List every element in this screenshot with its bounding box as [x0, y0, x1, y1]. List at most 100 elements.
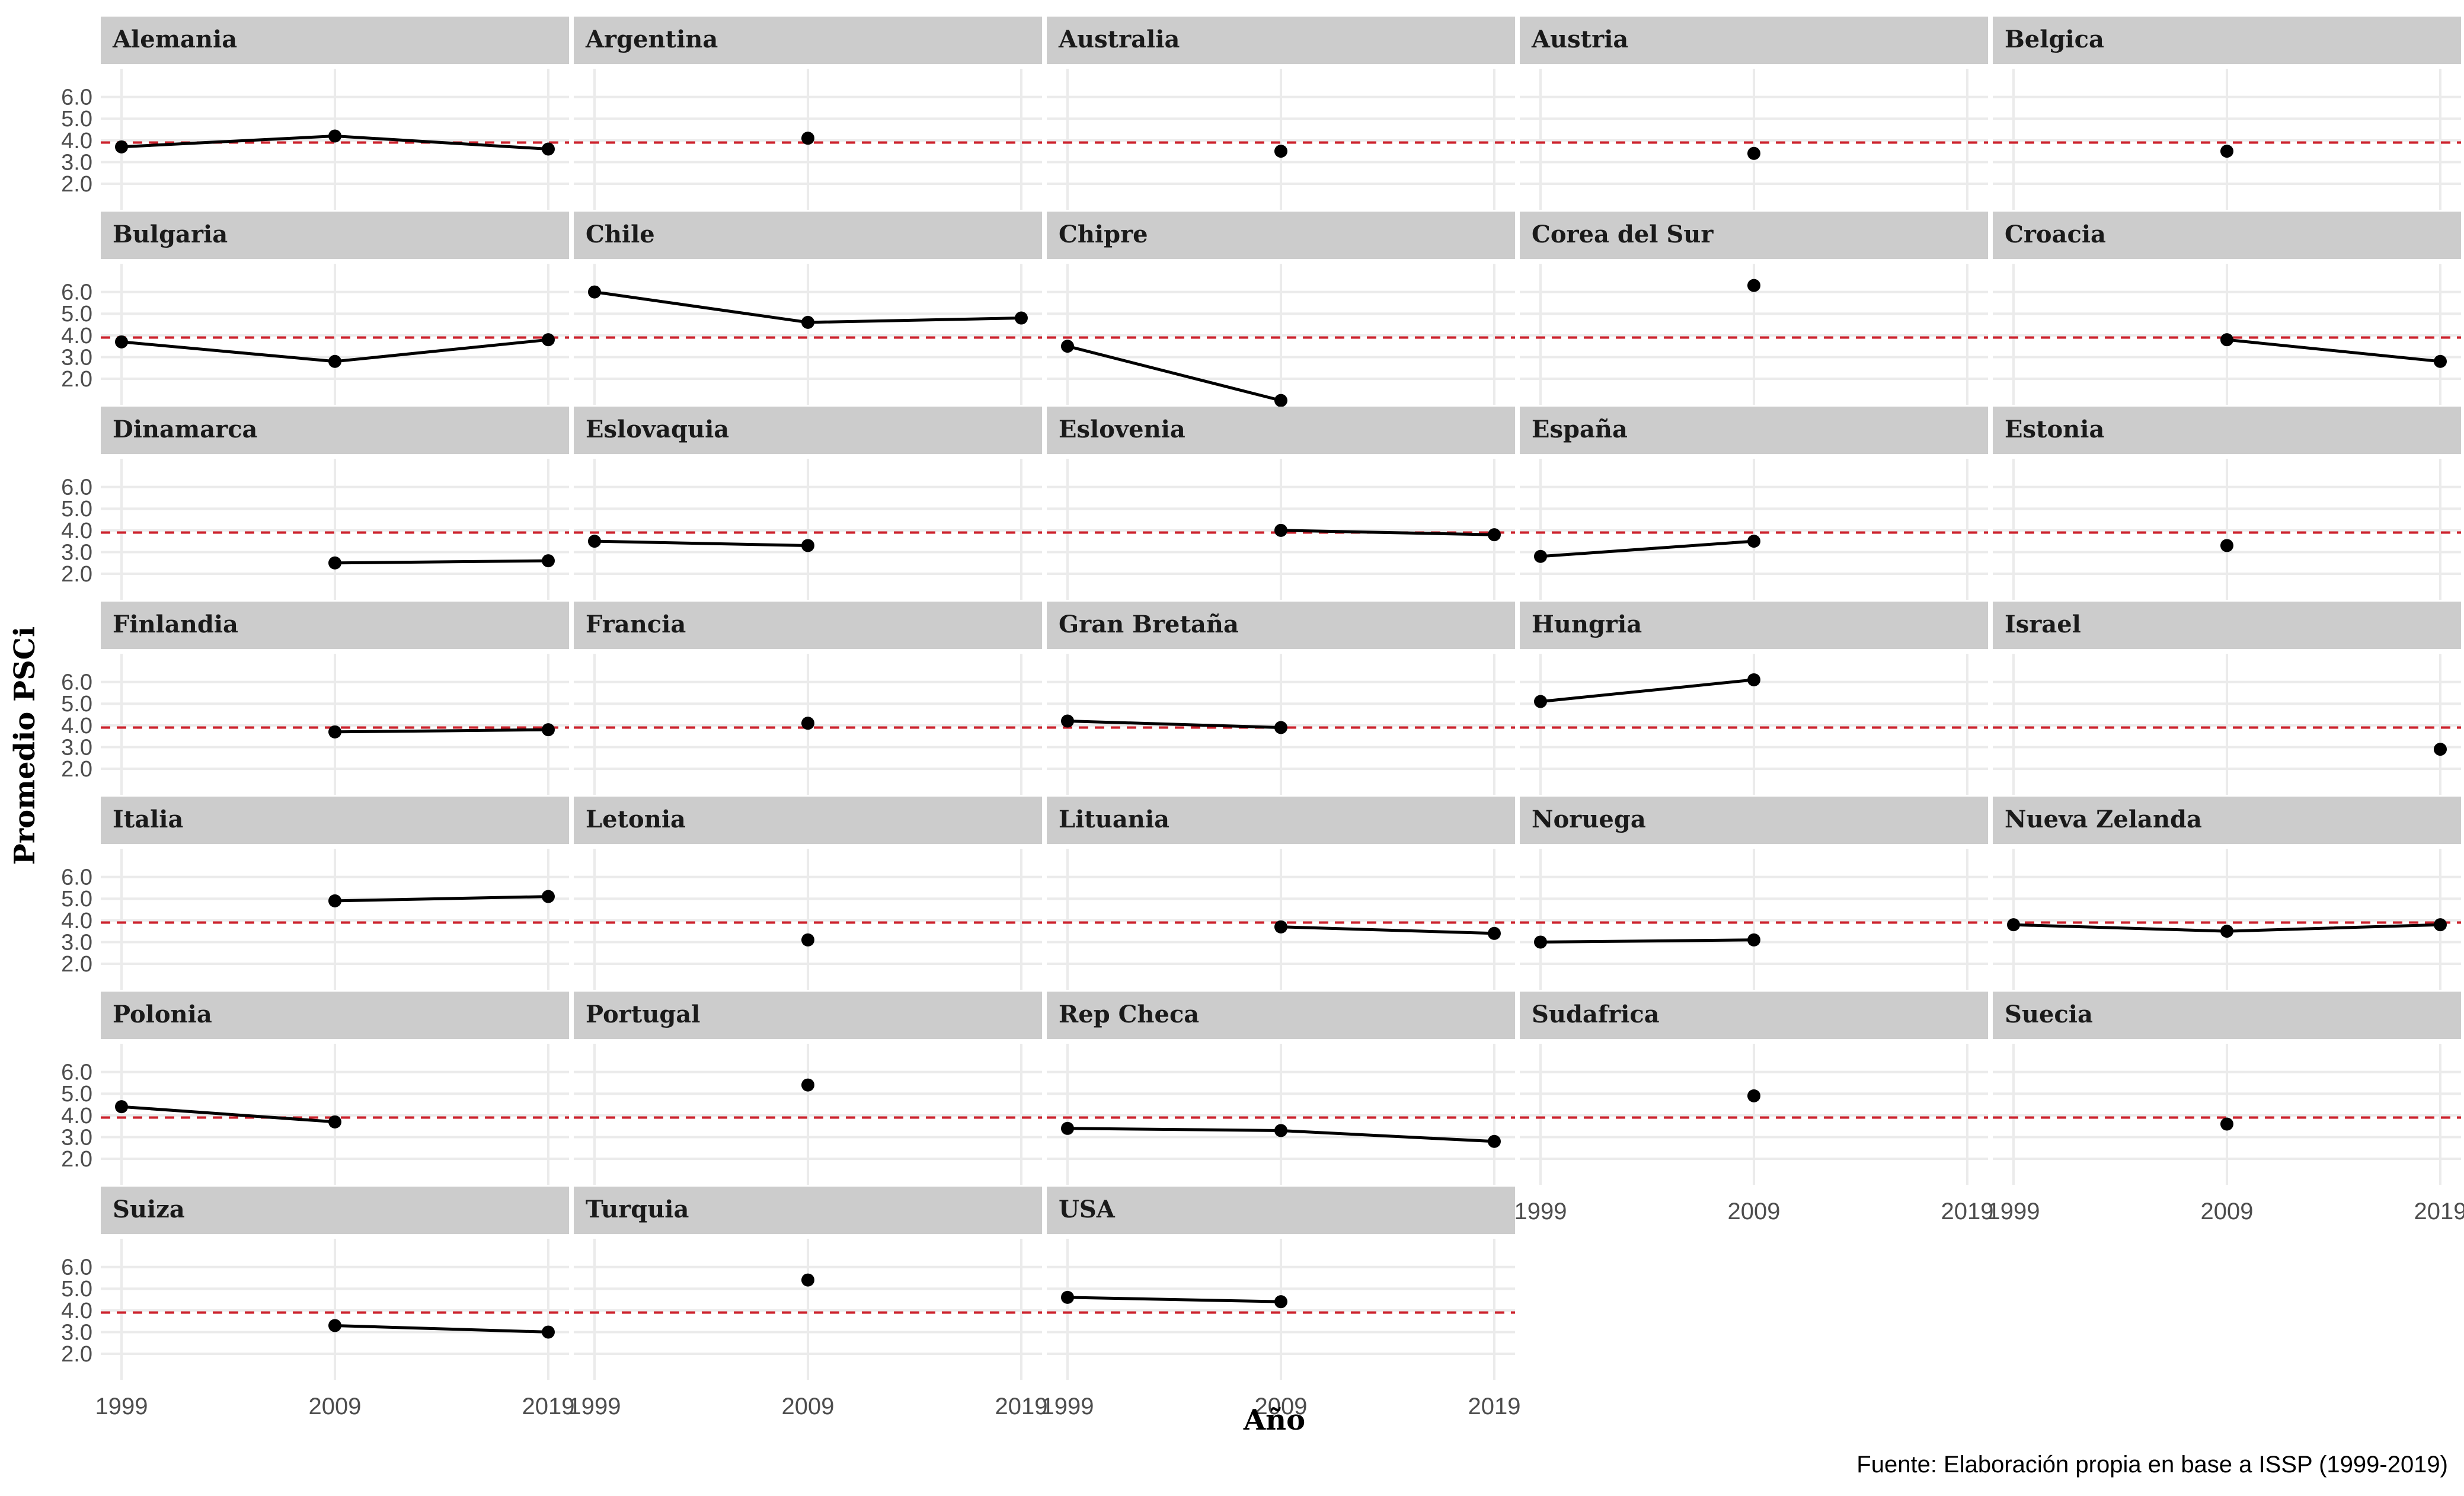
facet-strip-label: Suecia — [2005, 1000, 2093, 1028]
facet-strip-label: Belgica — [2005, 25, 2104, 53]
data-point — [542, 890, 555, 903]
facet-panel: Corea del Sur — [1520, 212, 1988, 405]
y-tick-label: 6.0 — [61, 475, 92, 500]
facet-panel: Sudafrica 1999 2009 2019 — [1514, 992, 1994, 1225]
data-point — [801, 132, 814, 145]
x-tick-label: 1999 — [95, 1393, 148, 1420]
facet-panel: Israel — [1993, 602, 2461, 795]
y-tick-label: 3.0 — [61, 930, 92, 955]
facet-panel: Polonia 2.03.04.05.06.0 — [61, 992, 569, 1185]
facet-strip — [574, 602, 1042, 649]
data-point — [1488, 926, 1501, 940]
y-tick-label: 4.0 — [61, 714, 92, 739]
data-point — [328, 894, 341, 907]
x-tick-label: 2019 — [2414, 1198, 2464, 1225]
data-point — [1274, 145, 1287, 158]
facet-strip — [1520, 797, 1988, 844]
series-line — [334, 1324, 549, 1334]
series-line — [594, 539, 808, 547]
data-point — [1488, 1134, 1501, 1148]
series-line — [1067, 344, 1281, 402]
data-point — [1534, 549, 1547, 563]
y-tick-label: 5.0 — [61, 497, 92, 522]
facet-strip — [101, 602, 569, 649]
data-point — [801, 933, 814, 947]
facet-strip-label: Australia — [1058, 25, 1180, 53]
y-tick-label: 2.0 — [61, 1147, 92, 1172]
facet-strip-label: Sudafrica — [1532, 1000, 1660, 1028]
facet-strip-label: Argentina — [585, 25, 718, 53]
y-tick-label: 3.0 — [61, 150, 92, 175]
facet-panel: Argentina — [574, 17, 1042, 210]
x-tick-label: 2019 — [1941, 1198, 1994, 1225]
facet-panel: Eslovaquia — [574, 407, 1042, 600]
facet-strip-label: Chile — [586, 220, 655, 248]
facet-strip — [1047, 212, 1515, 259]
series-line — [1540, 678, 1754, 704]
data-point — [2434, 743, 2447, 756]
series-line — [1280, 529, 1495, 536]
series-line — [1540, 938, 1754, 944]
data-point — [1274, 523, 1287, 537]
data-point — [328, 354, 341, 368]
x-tick-label: 2009 — [309, 1393, 362, 1420]
facet-strip — [1520, 407, 1988, 454]
series-line — [334, 559, 549, 565]
facet-strip-label: Eslovaquia — [586, 415, 729, 443]
facet-strip-label: Chipre — [1059, 220, 1148, 248]
source-caption: Fuente: Elaboración propia en base a ISS… — [1856, 1452, 2448, 1478]
facet-panel: Gran Bretaña — [1047, 602, 1515, 795]
facet-strip-label: Estonia — [2005, 415, 2104, 443]
y-tick-label: 6.0 — [61, 670, 92, 695]
y-tick-label: 2.0 — [61, 1342, 92, 1367]
data-point — [1274, 394, 1287, 407]
x-tick-label: 2019 — [995, 1393, 1048, 1420]
x-tick-label: 1999 — [1041, 1393, 1094, 1420]
data-point — [2220, 1117, 2233, 1131]
y-tick-label: 2.0 — [61, 952, 92, 977]
data-point — [1747, 933, 1760, 947]
facet-panel: Australia — [1047, 17, 1515, 210]
facet-panel: Suecia 1999 2009 2019 — [1987, 992, 2464, 1225]
facet-strip-label: Eslovenia — [1059, 415, 1185, 443]
facet-strip — [101, 17, 569, 64]
x-tick-label: 2009 — [2201, 1198, 2254, 1225]
facet-strip — [1520, 17, 1988, 64]
y-tick-label: 6.0 — [61, 85, 92, 110]
facet-strip — [1520, 212, 1988, 259]
y-tick-label: 4.0 — [61, 519, 92, 544]
facet-panel: Noruega — [1520, 797, 1988, 990]
data-point — [1274, 1124, 1287, 1137]
facet-strip-label: Turquia — [586, 1195, 689, 1223]
y-tick-label: 4.0 — [61, 1299, 92, 1324]
facet-strip-label: Noruega — [1532, 805, 1646, 833]
facet-strip-label: Lituania — [1059, 805, 1169, 833]
facet-strip-label: Austria — [1531, 25, 1628, 53]
facet-panel: Italia 2.03.04.05.06.0 — [61, 797, 569, 990]
x-tick-label: 2019 — [522, 1393, 575, 1420]
data-point — [1061, 1290, 1074, 1304]
series-line — [2226, 338, 2441, 363]
facet-strip — [574, 992, 1042, 1039]
x-tick-label: 2009 — [1728, 1198, 1781, 1225]
y-tick-label: 2.0 — [61, 172, 92, 197]
facet-strip-label: USA — [1059, 1195, 1116, 1223]
data-point — [115, 1100, 128, 1114]
y-tick-label: 6.0 — [61, 1255, 92, 1280]
series-line — [121, 1105, 335, 1124]
facet-strip — [101, 212, 569, 259]
data-point — [328, 129, 341, 143]
data-point — [2220, 925, 2233, 938]
facet-strip — [1047, 17, 1515, 64]
facet-panel: Austria — [1520, 17, 1988, 210]
facet-strip — [1520, 602, 1988, 649]
y-tick-label: 5.0 — [61, 887, 92, 912]
facet-strip-label: Italia — [113, 805, 183, 833]
facet-strip — [1993, 17, 2461, 64]
data-point — [1534, 695, 1547, 708]
data-point — [1747, 673, 1760, 686]
facet-panel: Estonia — [1993, 407, 2461, 600]
facet-panel: Lituania — [1047, 797, 1515, 990]
y-tick-label: 3.0 — [61, 345, 92, 370]
